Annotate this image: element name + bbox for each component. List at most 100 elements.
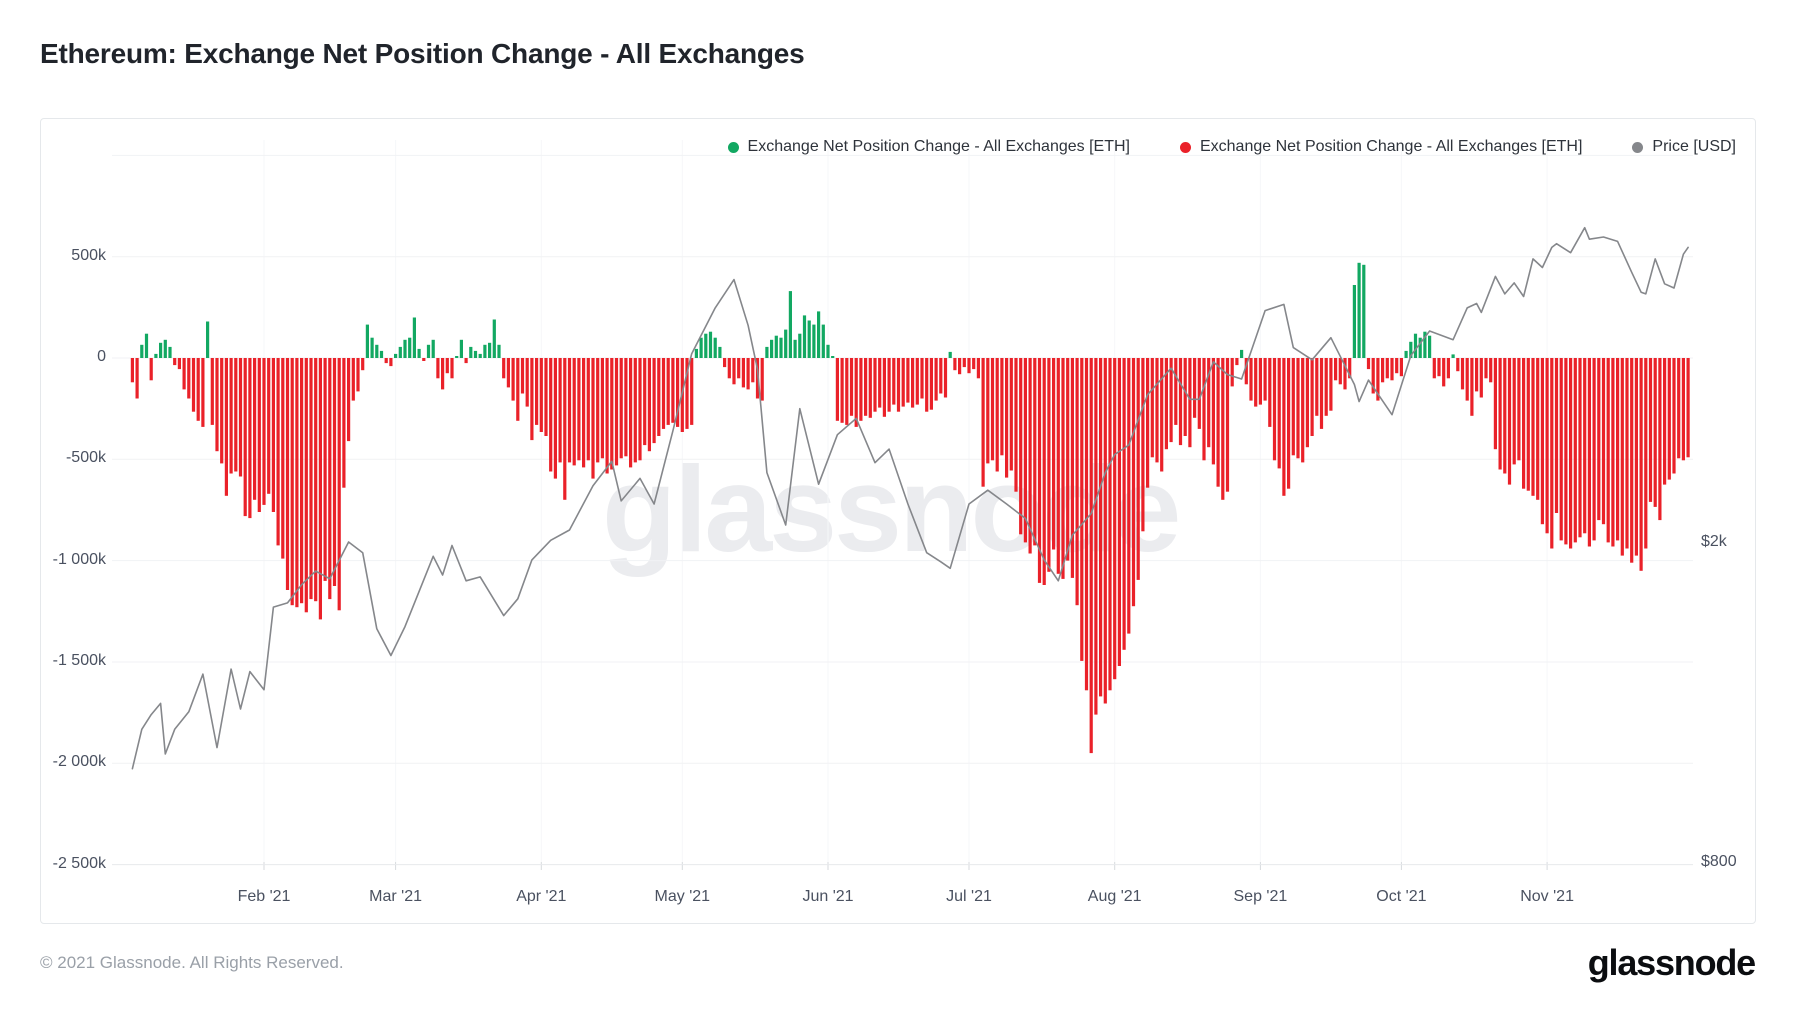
- inflow-bar: [1418, 337, 1422, 358]
- inflow-bar: [699, 337, 703, 358]
- outflow-bar: [732, 358, 736, 385]
- outflow-bar: [1493, 358, 1497, 450]
- outflow-bar: [1052, 358, 1056, 550]
- outflow-bar: [864, 358, 868, 416]
- inflow-bar: [473, 350, 478, 358]
- y-tick-label: 500k: [71, 246, 106, 264]
- outflow-bar: [1653, 358, 1657, 507]
- outflow-bar: [614, 358, 619, 466]
- x-tick-label: Jun '21: [802, 888, 854, 905]
- outflow-bar: [135, 358, 139, 399]
- outflow-bar: [271, 358, 275, 512]
- outflow-bar: [629, 358, 633, 468]
- inflow-bar: [144, 333, 149, 358]
- inflow-bar: [821, 324, 825, 358]
- outflow-bar: [596, 358, 600, 463]
- legend-item-price[interactable]: Price [USD]: [1632, 138, 1736, 156]
- outflow-bar: [1272, 358, 1277, 461]
- outflow-bar: [1385, 358, 1389, 379]
- outflow-bar: [182, 358, 186, 390]
- outflow-bar: [220, 358, 224, 464]
- outflow-bar: [130, 358, 134, 383]
- outflow-bar: [915, 358, 919, 405]
- inflow-bar: [394, 353, 398, 358]
- inflow-bar: [403, 339, 407, 358]
- inflow-bar: [1451, 354, 1455, 358]
- outflow-bar: [1592, 358, 1596, 541]
- inflow-bar: [1240, 349, 1244, 358]
- outflow-bar: [1268, 358, 1272, 427]
- outflow-bar: [1047, 358, 1051, 572]
- outflow-bar: [347, 358, 351, 442]
- outflow-bar: [1113, 358, 1117, 680]
- outflow-bar: [943, 358, 948, 398]
- outflow-bar: [1244, 358, 1248, 385]
- inflow-bar: [431, 339, 435, 358]
- outflow-bar: [624, 358, 628, 457]
- glassnode-watermark: glassnode: [602, 441, 1181, 577]
- inflow-bar: [459, 339, 463, 358]
- outflow-bar: [544, 358, 548, 436]
- outflow-bar: [1465, 358, 1469, 401]
- outflow-bar: [652, 358, 656, 444]
- outflow-bar: [177, 358, 181, 370]
- outflow-bar: [1103, 358, 1107, 704]
- outflow-bar: [600, 358, 604, 459]
- y-tick-label: -2 000k: [52, 753, 106, 771]
- outflow-bar: [1188, 358, 1192, 448]
- outflow-bar: [445, 358, 449, 374]
- outflow-bar: [906, 358, 910, 403]
- outflow-bar: [835, 358, 839, 421]
- outflow-bar: [1005, 358, 1009, 478]
- outflow-bar: [1263, 358, 1267, 401]
- outflow-bar: [1193, 358, 1197, 418]
- outflow-bar: [1583, 358, 1587, 534]
- outflow-bar: [1108, 358, 1112, 691]
- legend-dot-outflow: [1179, 141, 1191, 153]
- outflow-bar: [1164, 358, 1168, 450]
- outflow-bar: [549, 358, 553, 472]
- outflow-bar: [1225, 358, 1230, 492]
- outflow-bar: [1033, 358, 1037, 546]
- x-tick-label: May '21: [654, 888, 711, 905]
- outflow-bar: [661, 358, 666, 429]
- inflow-bar: [492, 319, 496, 358]
- y-tick-label: 0: [97, 348, 106, 365]
- outflow-bar: [1296, 358, 1300, 459]
- outflow-bar: [520, 358, 525, 394]
- inflow-bar: [1404, 350, 1408, 358]
- outflow-bar: [1178, 358, 1183, 446]
- outflow-bar: [1334, 358, 1338, 381]
- legend-item-outflow[interactable]: Exchange Net Position Change - All Excha…: [1179, 138, 1582, 156]
- outflow-bar: [328, 358, 332, 600]
- inflow-bar: [1362, 264, 1366, 358]
- outflow-bar: [1183, 358, 1187, 436]
- outflow-bar: [920, 358, 924, 399]
- outflow-bar: [896, 358, 901, 412]
- y-tick-label: -1 000k: [52, 550, 106, 568]
- inflow-bar: [704, 333, 708, 358]
- outflow-bar: [356, 358, 360, 392]
- outflow-bar: [647, 358, 651, 452]
- outflow-bar: [666, 358, 670, 425]
- inflow-bar: [375, 344, 379, 358]
- x-tick-label: Aug '21: [1087, 888, 1142, 905]
- legend-item-inflow[interactable]: Exchange Net Position Change - All Excha…: [727, 138, 1130, 156]
- outflow-bar: [657, 358, 661, 436]
- inflow-bar: [812, 324, 816, 358]
- outflow-bar: [563, 358, 567, 500]
- outflow-bar: [502, 358, 506, 379]
- inflow-bar: [426, 344, 431, 358]
- outflow-bar: [342, 358, 346, 488]
- legend-label: Exchange Net Position Change - All Excha…: [747, 138, 1130, 155]
- outflow-bar: [859, 358, 863, 421]
- legend-dot-inflow: [727, 141, 739, 153]
- outflow-bar: [1099, 358, 1103, 697]
- outflow-bar: [1376, 358, 1380, 401]
- outflow-bar: [953, 358, 957, 371]
- y-tick-label: -1 500k: [52, 651, 106, 669]
- outflow-bar: [1446, 358, 1450, 379]
- inflow-bar: [412, 317, 416, 358]
- outflow-bar: [530, 358, 534, 441]
